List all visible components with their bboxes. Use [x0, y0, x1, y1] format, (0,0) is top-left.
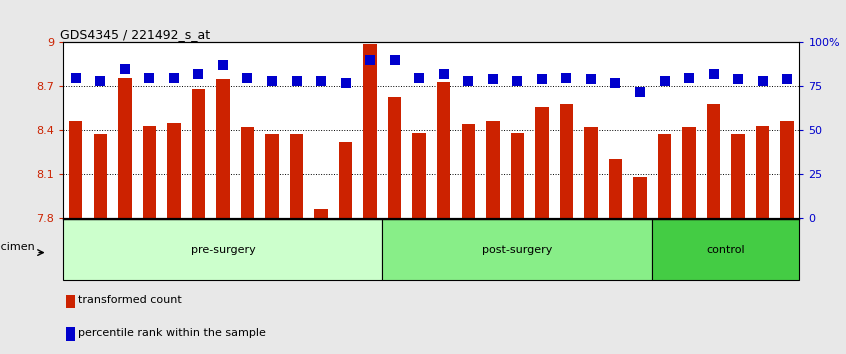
Point — [486, 76, 499, 82]
Point — [363, 57, 376, 63]
Point — [338, 80, 352, 86]
Point — [510, 78, 524, 84]
Point — [584, 76, 597, 82]
Point — [289, 78, 303, 84]
Text: GDS4345 / 221492_s_at: GDS4345 / 221492_s_at — [60, 28, 210, 41]
Bar — [382, 219, 652, 280]
Bar — [65, 327, 74, 341]
Bar — [118, 78, 131, 218]
Bar — [315, 209, 327, 218]
Point — [216, 62, 229, 68]
Point — [682, 75, 695, 80]
Point — [755, 78, 769, 84]
Bar — [217, 79, 229, 218]
Bar — [486, 121, 499, 218]
Point — [608, 80, 622, 86]
Bar — [266, 135, 278, 218]
Bar — [63, 219, 382, 280]
Bar — [732, 135, 744, 218]
Point — [265, 78, 278, 84]
Bar — [634, 177, 646, 218]
Bar — [143, 126, 156, 218]
Bar — [585, 127, 597, 218]
Point — [559, 75, 573, 80]
Bar — [168, 123, 180, 218]
Point — [706, 71, 720, 77]
Bar — [756, 126, 769, 218]
Point — [461, 78, 475, 84]
Point — [535, 76, 548, 82]
Bar — [652, 219, 799, 280]
Bar — [462, 124, 475, 218]
Point — [657, 78, 671, 84]
Bar — [609, 159, 622, 218]
Bar — [69, 121, 82, 218]
Bar — [94, 135, 107, 218]
Point — [142, 75, 156, 80]
Bar — [683, 127, 695, 218]
Bar — [658, 135, 671, 218]
Bar — [192, 89, 205, 218]
Text: transformed count: transformed count — [78, 296, 182, 306]
Point — [314, 78, 327, 84]
Point — [780, 76, 794, 82]
Bar — [364, 44, 376, 218]
Text: post-surgery: post-surgery — [482, 245, 552, 255]
Point — [731, 76, 744, 82]
Bar — [290, 135, 303, 218]
Bar — [707, 104, 720, 218]
Point — [69, 75, 82, 80]
Bar — [560, 104, 573, 218]
Bar — [437, 82, 450, 218]
Bar — [511, 133, 524, 218]
Text: percentile rank within the sample: percentile rank within the sample — [78, 328, 266, 338]
Point — [118, 66, 131, 72]
Text: pre-surgery: pre-surgery — [190, 245, 255, 255]
Text: control: control — [706, 245, 745, 255]
Point — [167, 75, 180, 80]
Point — [437, 71, 450, 77]
Bar — [536, 107, 548, 218]
Bar — [241, 127, 254, 218]
Bar — [388, 97, 401, 218]
Bar — [65, 295, 74, 308]
Point — [633, 89, 646, 95]
Bar — [339, 142, 352, 218]
Point — [412, 75, 426, 80]
Point — [240, 75, 254, 80]
Bar — [781, 121, 794, 218]
Point — [191, 71, 205, 77]
Point — [93, 78, 107, 84]
Bar — [413, 133, 426, 218]
Point — [387, 57, 401, 63]
Text: specimen: specimen — [0, 241, 35, 252]
